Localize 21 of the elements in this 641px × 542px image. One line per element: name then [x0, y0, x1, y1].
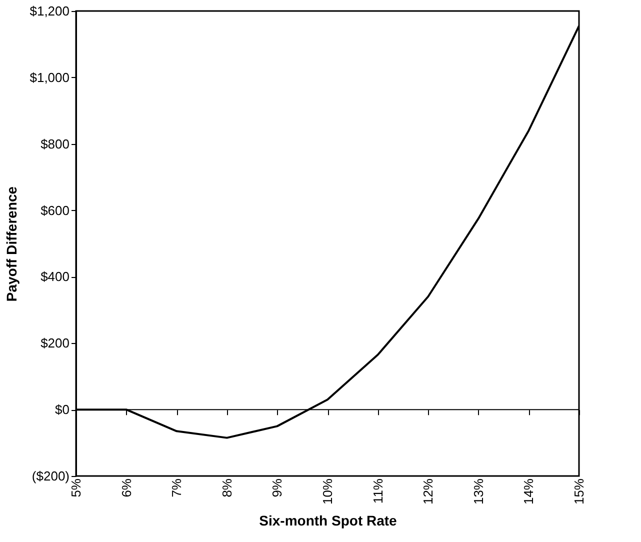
y-tick-label: $600	[40, 202, 70, 218]
y-tick-label: ($200)	[32, 468, 70, 484]
y-tick-label: $1,200	[30, 4, 70, 18]
x-tick-label: 8%	[219, 478, 234, 498]
y-tick-label: $200	[40, 336, 70, 351]
x-tick-label: 9%	[270, 478, 285, 498]
x-tick-label: 14%	[521, 478, 536, 505]
x-tick-label: 11%	[370, 478, 386, 504]
x-axis-title: Six-month Spot Rate	[259, 512, 398, 529]
x-tick-label: 6%	[118, 478, 134, 498]
x-tick-label: 7%	[169, 478, 184, 498]
x-tick-label: 10%	[320, 478, 335, 505]
x-tick-label: 12%	[420, 478, 436, 505]
y-tick-label: $0	[55, 402, 70, 418]
x-tick-label: 15%	[572, 478, 586, 505]
y-axis-title: Payoff Difference	[4, 186, 20, 302]
x-tick-label: 13%	[470, 478, 486, 505]
x-tick-label: 5%	[68, 478, 84, 498]
y-tick-label: $1,000	[30, 70, 70, 85]
y-tick-label: $400	[40, 269, 70, 284]
y-tick-label: $800	[40, 136, 70, 152]
